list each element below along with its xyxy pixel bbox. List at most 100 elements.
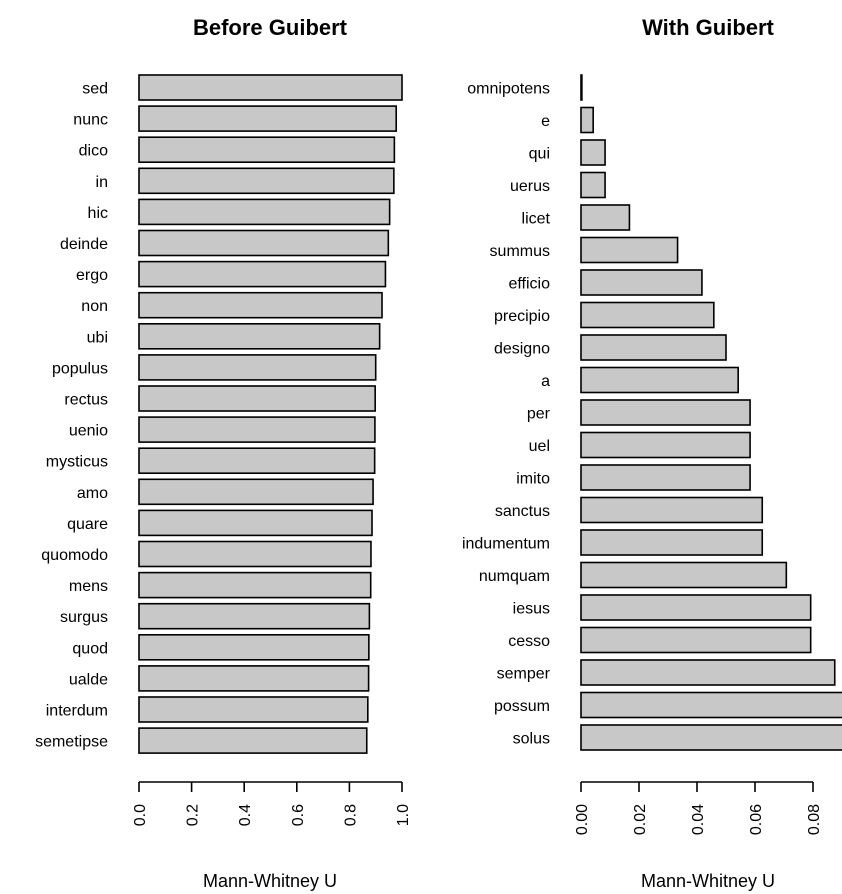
bar-hic <box>138 198 391 226</box>
bar-summus <box>580 236 679 264</box>
x-tick-label-0.06: 0.06 <box>748 804 765 835</box>
category-label-e: e <box>541 113 550 130</box>
bar-uel <box>580 431 751 459</box>
bar-licet <box>580 204 631 231</box>
category-labels-with: omnipotens e qui uerus licet summus efficio pre… <box>462 81 551 748</box>
category-label-ergo: ergo <box>76 267 108 284</box>
category-label-mens: mens <box>69 578 108 595</box>
bar-populus <box>138 354 377 381</box>
category-label-surgus: surgus <box>60 609 108 626</box>
x-tick-label-0.2: 0.2 <box>185 804 202 826</box>
bar-ergo <box>138 260 387 288</box>
bar-solus <box>580 724 842 751</box>
category-labels-before: sed nunc dico in hic deinde ergo non ubi populus r… <box>35 81 108 751</box>
category-label-non: non <box>81 298 108 315</box>
category-label-ubi: ubi <box>87 329 108 346</box>
bar-quare <box>138 509 373 537</box>
x-tick-label-0.04: 0.04 <box>690 804 707 835</box>
bar-possum <box>580 691 842 719</box>
x-axis-label-before: Mann-Whitney U <box>203 871 337 891</box>
panel-before-guibert: Before Guibert sed nunc dico in hic deinde erg… <box>35 15 412 891</box>
category-label-indumentum: indumentum <box>462 536 550 553</box>
category-label-nunc: nunc <box>73 112 108 129</box>
bar-quod <box>138 633 370 661</box>
x-tick-label-0.6: 0.6 <box>290 804 307 826</box>
category-label-imito: imito <box>516 471 550 488</box>
category-label-licet: licet <box>522 211 551 228</box>
bar-indumentum <box>580 529 764 556</box>
bar-iesus <box>580 594 812 621</box>
category-label-mysticus: mysticus <box>46 454 108 471</box>
bar-precipio <box>580 301 715 329</box>
bar-designo <box>580 334 727 361</box>
category-label-cesso: cesso <box>508 633 550 650</box>
bar-semper <box>580 659 836 686</box>
bar-uenio <box>138 416 376 443</box>
bar-efficio <box>580 269 703 296</box>
bar-e <box>580 106 594 134</box>
bar-sanctus <box>580 496 764 524</box>
bar-imito <box>580 464 751 491</box>
bar-sed <box>138 74 403 101</box>
category-label-uenio: uenio <box>69 423 108 440</box>
category-label-possum: possum <box>494 698 550 715</box>
category-label-uerus: uerus <box>510 178 550 195</box>
category-label-per: per <box>527 406 551 423</box>
bar-a <box>580 366 739 394</box>
category-label-interdum: interdum <box>46 703 108 720</box>
bar-cesso <box>580 626 812 654</box>
category-label-designo: designo <box>494 341 550 358</box>
category-label-rectus: rectus <box>64 392 108 409</box>
bar-in <box>138 167 395 195</box>
bar-non <box>138 291 383 319</box>
bar-uerus <box>580 171 606 199</box>
bar-mens <box>138 571 372 599</box>
category-label-sed: sed <box>82 81 108 98</box>
bar-dico <box>138 136 396 163</box>
category-label-numquam: numquam <box>479 568 550 585</box>
category-label-a: a <box>541 373 550 390</box>
category-label-summus: summus <box>490 243 550 260</box>
x-tick-label-0.02: 0.02 <box>632 804 649 835</box>
category-label-hic: hic <box>88 205 108 222</box>
category-label-in: in <box>96 174 108 191</box>
category-label-semetipse: semetipse <box>35 734 108 751</box>
category-label-uel: uel <box>529 438 550 455</box>
x-tick-label-1.0: 1.0 <box>395 804 412 826</box>
x-axis-label-with: Mann-Whitney U <box>641 871 775 891</box>
bar-ualde <box>138 665 370 692</box>
bars-with <box>580 74 842 751</box>
category-label-deinde: deinde <box>60 236 108 253</box>
bar-omnipotens <box>580 74 583 101</box>
category-label-efficio: efficio <box>508 276 550 293</box>
bar-ubi <box>138 322 381 350</box>
category-label-sanctus: sanctus <box>495 503 550 520</box>
bar-nunc <box>138 105 398 132</box>
category-label-solus: solus <box>513 731 550 748</box>
x-axis-before: 0.0 0.2 0.4 0.6 0.8 1.0 <box>132 781 412 826</box>
x-tick-label-0.8: 0.8 <box>342 804 359 826</box>
chart-title-before: Before Guibert <box>193 15 348 40</box>
category-label-ualde: ualde <box>69 671 108 688</box>
category-label-precipio: precipio <box>494 308 550 325</box>
category-label-populus: populus <box>52 360 108 377</box>
bar-mysticus <box>138 447 376 475</box>
category-label-quare: quare <box>67 516 108 533</box>
category-label-amo: amo <box>77 485 108 502</box>
chart-title-with: With Guibert <box>642 15 774 40</box>
bar-rectus <box>138 385 376 412</box>
panel-with-guibert: With Guibert omnipotens e qui uerus licet sum… <box>462 15 842 891</box>
category-label-quod: quod <box>72 640 108 657</box>
x-tick-label-0.08: 0.08 <box>806 804 823 835</box>
bar-deinde <box>138 229 390 257</box>
bars-before <box>138 74 403 754</box>
bar-surgus <box>138 602 371 630</box>
bar-interdum <box>138 696 369 723</box>
bar-amo <box>138 478 374 506</box>
bar-numquam <box>580 561 788 589</box>
category-label-quomodo: quomodo <box>41 547 108 564</box>
category-label-semper: semper <box>497 666 551 683</box>
bar-quomodo <box>138 540 372 568</box>
x-tick-label-0.4: 0.4 <box>237 804 254 826</box>
